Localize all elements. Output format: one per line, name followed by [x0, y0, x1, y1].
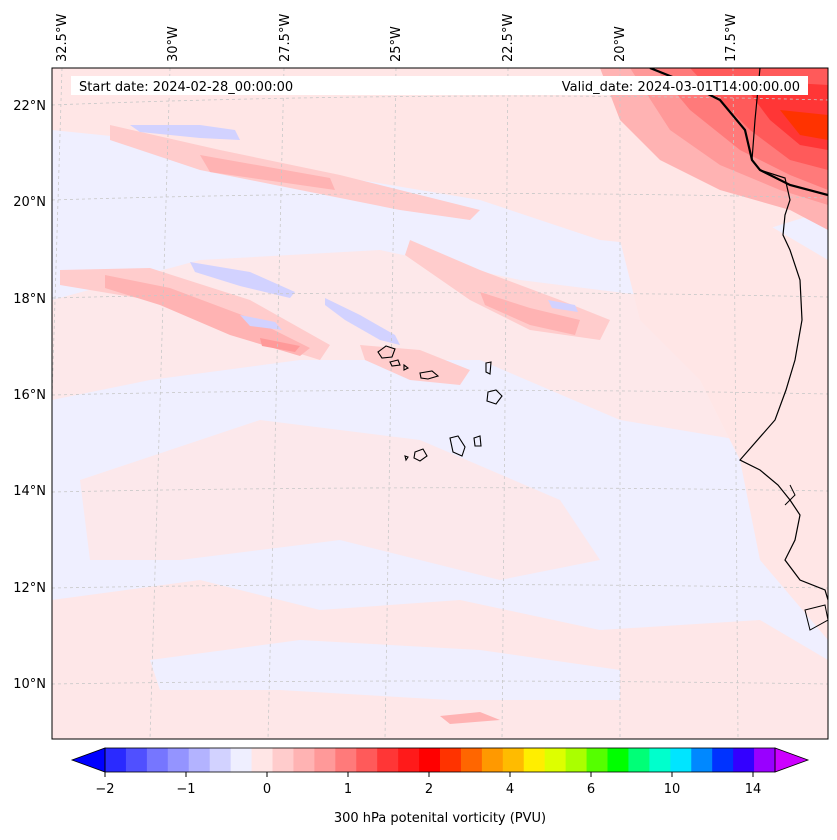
colorbar-cell [712, 748, 734, 772]
colorbar-title: 300 hPa potenital vorticity (PVU) [334, 811, 546, 826]
colorbar-tick-label: 4 [506, 782, 514, 797]
colorbar-cell [335, 748, 357, 772]
info-banner [71, 76, 808, 95]
colorbar-cell [314, 748, 336, 772]
colorbar-cell [272, 748, 294, 772]
colorbar-cell [146, 748, 169, 772]
colorbar-cell [105, 748, 127, 772]
colorbar-tick-label: 10 [664, 782, 681, 797]
latitude-labels: 22°N 20°N 18°N 16°N 14°N 12°N 10°N [13, 99, 46, 692]
pv-negative-area [240, 315, 282, 330]
pv-negative-area [130, 125, 240, 140]
lat-label: 14°N [13, 484, 46, 499]
graticule [52, 68, 828, 739]
lat-label: 20°N [13, 195, 46, 210]
pv-contour-mid [200, 155, 335, 190]
start-date-label: Start date: 2024-02-28_00:00:00 [79, 80, 293, 95]
colorbar-tick-label: 14 [745, 782, 762, 797]
colorbar-cell [440, 748, 462, 772]
pv-contour-gap [150, 640, 620, 700]
pv-high-region [780, 110, 828, 140]
coastline [784, 484, 796, 506]
colorbar-tick-label: 2 [425, 782, 433, 797]
lat-label: 12°N [13, 581, 46, 596]
colorbar-cell [523, 748, 546, 772]
colorbar-cell [754, 748, 776, 772]
cape-verde-islands [377, 345, 503, 462]
lon-label: 22.5°W [501, 14, 516, 62]
lon-label: 17.5°W [724, 14, 739, 62]
colorbar-cell [586, 748, 608, 772]
colorbar-cell [544, 748, 567, 772]
colorbar-tick-labels: −2 −1 0 1 2 4 6 10 14 [95, 782, 761, 797]
lon-label: 30°W [166, 26, 181, 62]
colorbar-cell [419, 748, 441, 772]
colorbar-cell [607, 748, 629, 772]
pv-contour-core [480, 292, 580, 335]
lat-label: 18°N [13, 292, 46, 307]
colorbar-ticks [104, 772, 754, 777]
colorbar-cell [565, 748, 587, 772]
colorbar-cell [188, 748, 211, 772]
colorbar-cell [481, 748, 504, 772]
pv-contour-mid [360, 345, 470, 385]
pv-contour-core [440, 712, 500, 724]
lon-label: 27.5°W [278, 14, 293, 62]
colorbar-cell [649, 748, 671, 772]
colorbar-tick-label: 1 [344, 782, 352, 797]
colorbar-cell [460, 748, 483, 772]
valid-date-label: Valid_date: 2024-03-01T14:00:00.00 [562, 80, 800, 95]
pv-field [52, 68, 828, 739]
map-frame [51, 67, 829, 740]
colorbar-extend-max [774, 747, 810, 773]
colorbar-tick-label: 0 [263, 782, 271, 797]
coastline [739, 68, 828, 601]
colorbar-tick-label: −1 [176, 782, 195, 797]
colorbar-cell [230, 748, 252, 772]
lat-label: 22°N [13, 99, 46, 114]
coastline [804, 604, 828, 631]
colorbar-cell [502, 748, 525, 772]
colorbar-cell [356, 748, 378, 772]
colorbar-cell [628, 748, 650, 772]
colorbar-outline [104, 747, 776, 773]
pv-negative-area [325, 298, 400, 345]
colorbar: −2 −1 0 1 2 4 6 10 14 300 hPa potenital … [70, 747, 810, 826]
lon-label: 20°W [613, 26, 628, 62]
colorbar-cell [125, 748, 148, 772]
lon-label: 32.5°W [55, 14, 70, 62]
pv-contour-light [620, 220, 828, 640]
lat-label: 16°N [13, 388, 46, 403]
lon-label: 25°W [389, 26, 404, 62]
colorbar-cells [105, 748, 776, 772]
colorbar-extend-min [70, 747, 106, 773]
longitude-labels: 32.5°W 30°W 27.5°W 25°W 22.5°W 20°W 17.5… [55, 14, 739, 62]
pv-negative-area [190, 262, 295, 298]
pv-negative-area [548, 300, 578, 312]
colorbar-tick-label: −2 [95, 782, 114, 797]
colorbar-tick-label: 6 [587, 782, 595, 797]
colorbar-cell [691, 748, 713, 772]
colorbar-cell [251, 748, 273, 772]
colorbar-cell [670, 748, 692, 772]
colorbar-cell [733, 748, 755, 772]
lat-label: 10°N [13, 677, 46, 692]
colorbar-cell [398, 748, 420, 772]
colorbar-cell [167, 748, 190, 772]
pv-contour-core [105, 275, 310, 356]
colorbar-cell [377, 748, 399, 772]
colorbar-cell [209, 748, 232, 772]
pv-contour-light [80, 420, 600, 580]
pv-contour-core [260, 338, 300, 352]
colorbar-cell [293, 748, 315, 772]
